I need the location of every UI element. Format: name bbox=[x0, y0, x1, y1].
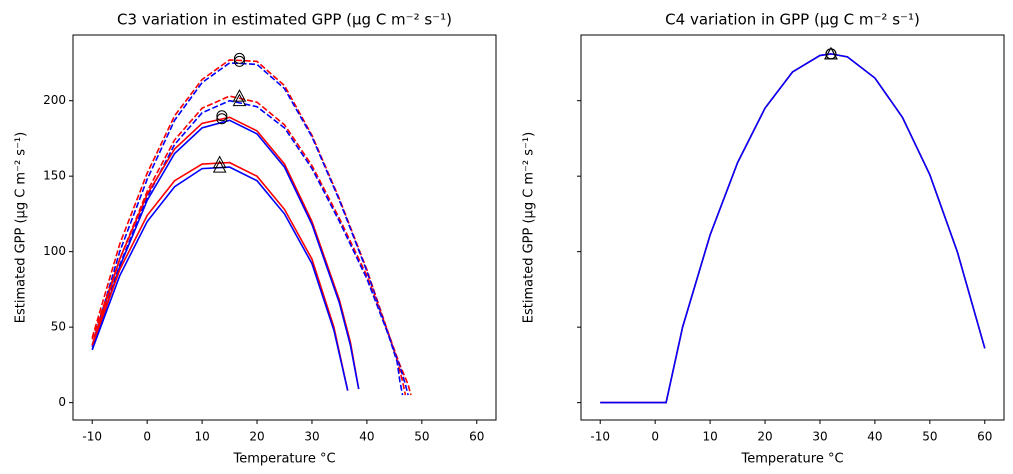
series-line bbox=[91, 99, 404, 396]
series-line bbox=[91, 59, 412, 396]
series-line bbox=[91, 62, 409, 396]
x-tick-label: 60 bbox=[977, 430, 992, 444]
marker-circle bbox=[216, 113, 228, 125]
series-line bbox=[91, 119, 360, 390]
series-line bbox=[91, 166, 349, 391]
x-axis-label: Temperature °C bbox=[740, 452, 843, 467]
chart-title: C4 variation in GPP (μg C m⁻² s⁻¹) bbox=[665, 11, 920, 29]
y-tick-label: 50 bbox=[51, 320, 66, 334]
x-tick-label: 0 bbox=[651, 430, 659, 444]
x-tick-label: 10 bbox=[194, 430, 209, 444]
x-tick-label: 20 bbox=[249, 430, 264, 444]
x-tick-label: 40 bbox=[359, 430, 374, 444]
marker-triangle bbox=[232, 89, 247, 102]
y-tick-label: 0 bbox=[58, 395, 66, 409]
y-tick-label: 100 bbox=[43, 244, 66, 258]
x-tick-label: -10 bbox=[590, 430, 610, 444]
x-tick-label: 40 bbox=[867, 430, 882, 444]
x-tick-label: 50 bbox=[414, 430, 429, 444]
x-tick-label: 30 bbox=[304, 430, 319, 444]
marker-circle bbox=[233, 55, 245, 67]
series-line bbox=[91, 95, 407, 396]
marker-circle bbox=[233, 52, 245, 64]
axes-frame bbox=[580, 34, 1005, 421]
series-line bbox=[91, 116, 360, 390]
marker-triangle bbox=[232, 93, 247, 107]
marker-triangle bbox=[212, 160, 227, 173]
y-tick-label: 200 bbox=[43, 93, 66, 107]
series-line bbox=[600, 53, 986, 404]
chart-title: C3 variation in estimated GPP (μg C m⁻² … bbox=[117, 11, 452, 29]
x-tick-label: 60 bbox=[469, 430, 484, 444]
marker-triangle bbox=[212, 155, 227, 169]
marker-triangle bbox=[824, 46, 838, 60]
x-tick-label: -10 bbox=[82, 430, 102, 444]
series-line bbox=[91, 161, 349, 391]
x-tick-label: 0 bbox=[143, 430, 151, 444]
x-tick-label: 10 bbox=[702, 430, 717, 444]
y-tick-label: 150 bbox=[43, 169, 66, 183]
y-axis-label: Estimated GPP (μg C m⁻² s⁻¹) bbox=[14, 132, 29, 323]
x-tick-label: 30 bbox=[812, 430, 827, 444]
axes-frame bbox=[72, 34, 497, 421]
marker-circle bbox=[216, 110, 228, 122]
x-tick-label: 50 bbox=[922, 430, 937, 444]
y-axis-label: Estimated GPP (μg C m⁻² s⁻¹) bbox=[522, 132, 537, 323]
x-tick-label: 20 bbox=[757, 430, 772, 444]
series-line bbox=[600, 53, 986, 404]
x-axis-label: Temperature °C bbox=[232, 452, 335, 467]
